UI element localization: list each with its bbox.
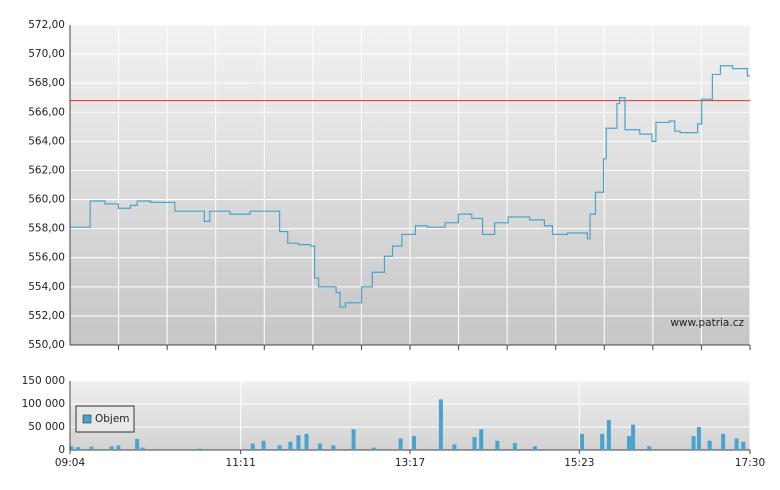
y-tick-label: 564,00: [28, 135, 65, 147]
volume-bar: [495, 440, 500, 450]
volume-bar: [479, 429, 484, 450]
y-tick-label: 568,00: [28, 77, 65, 89]
volume-bar: [734, 438, 739, 450]
legend-swatch: [82, 414, 92, 424]
volume-bar: [580, 433, 585, 450]
y-tick-label: 554,00: [28, 281, 65, 293]
volume-bar: [647, 446, 652, 450]
legend-label: Objem: [95, 413, 130, 425]
x-tick-label: 13:17: [395, 457, 425, 469]
volume-bar: [452, 444, 457, 450]
volume-bar: [109, 446, 114, 450]
x-tick-label: 15:23: [564, 457, 594, 469]
y-tick-label: 562,00: [28, 164, 65, 176]
y-tick-label: 552,00: [28, 310, 65, 322]
y-tick-label: 550,00: [28, 339, 65, 351]
volume-bar: [304, 433, 309, 450]
volume-bar: [296, 435, 301, 450]
volume-bar: [627, 436, 632, 450]
volume-bar: [631, 424, 636, 450]
volume-bar: [512, 443, 517, 450]
y-tick-label: 0: [58, 444, 65, 456]
volume-bar: [721, 433, 726, 450]
volume-bar: [351, 429, 356, 450]
volume-bar: [371, 447, 376, 450]
y-tick-label: 566,00: [28, 106, 65, 118]
volume-bar: [696, 427, 701, 450]
annotation: www.patria.cz: [670, 317, 744, 329]
volume-bar: [250, 443, 255, 450]
volume-bar: [606, 420, 611, 450]
y-tick-label: 150 000: [22, 375, 65, 387]
volume-bar: [261, 440, 266, 450]
volume-bar: [317, 443, 322, 450]
volume-bar: [412, 436, 417, 450]
x-tick-label: 17:30: [735, 457, 765, 469]
y-tick-label: 570,00: [28, 48, 65, 60]
volume-bar: [707, 440, 712, 450]
volume-bar: [69, 446, 74, 450]
volume-bar: [76, 447, 81, 450]
y-tick-label: 100 000: [22, 398, 65, 410]
y-tick-label: 572,00: [28, 19, 65, 31]
y-tick-label: 558,00: [28, 223, 65, 235]
volume-bar: [741, 441, 746, 450]
x-tick-label: 11:11: [226, 457, 256, 469]
volume-bar: [135, 438, 140, 450]
y-tick-label: 560,00: [28, 194, 65, 206]
volume-bar: [472, 437, 477, 450]
volume-bar: [277, 445, 282, 450]
volume-bar: [532, 446, 537, 450]
volume-bar: [140, 447, 145, 450]
x-tick-label: 09:04: [55, 457, 86, 469]
volume-bar: [398, 438, 403, 450]
volume-bar: [600, 433, 605, 450]
volume-bar: [197, 448, 202, 450]
volume-bar: [691, 436, 696, 450]
volume-bar: [89, 446, 94, 450]
volume-bar: [288, 441, 293, 450]
volume-bar: [116, 445, 121, 450]
y-tick-label: 50 000: [28, 421, 65, 433]
price-line: [70, 65, 750, 308]
volume-bar: [438, 399, 443, 450]
volume-bar: [331, 445, 336, 450]
y-tick-label: 556,00: [28, 252, 65, 264]
